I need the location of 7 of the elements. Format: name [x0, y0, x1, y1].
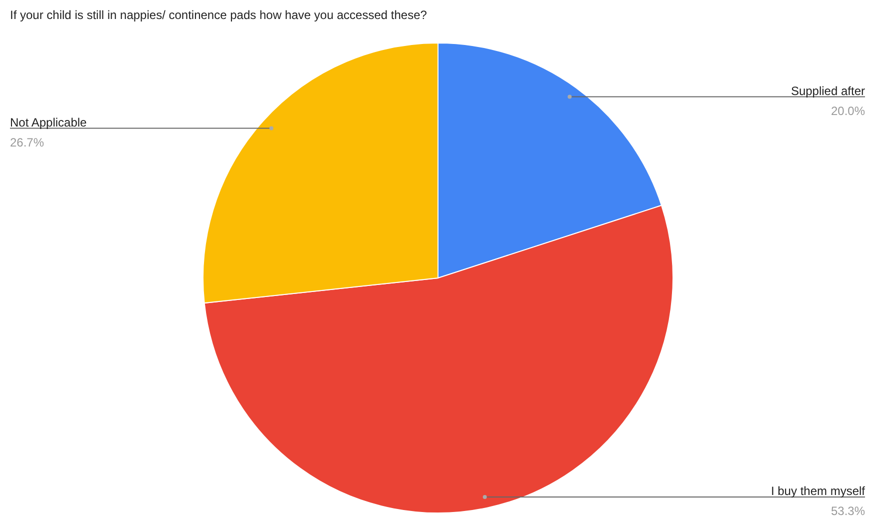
- slice-label: Not Applicable: [10, 115, 88, 130]
- data-label: 26.7%: [10, 135, 44, 150]
- data-label: 20.0%: [830, 104, 866, 118]
- data-label: 53.3%: [830, 504, 866, 516]
- slice-label: I buy them myself: [770, 484, 866, 498]
- slice-label: Supplied after: [790, 84, 865, 98]
- chart-title: If your child is still in nappies/ continence pads how have you accessed these?: [10, 8, 428, 22]
